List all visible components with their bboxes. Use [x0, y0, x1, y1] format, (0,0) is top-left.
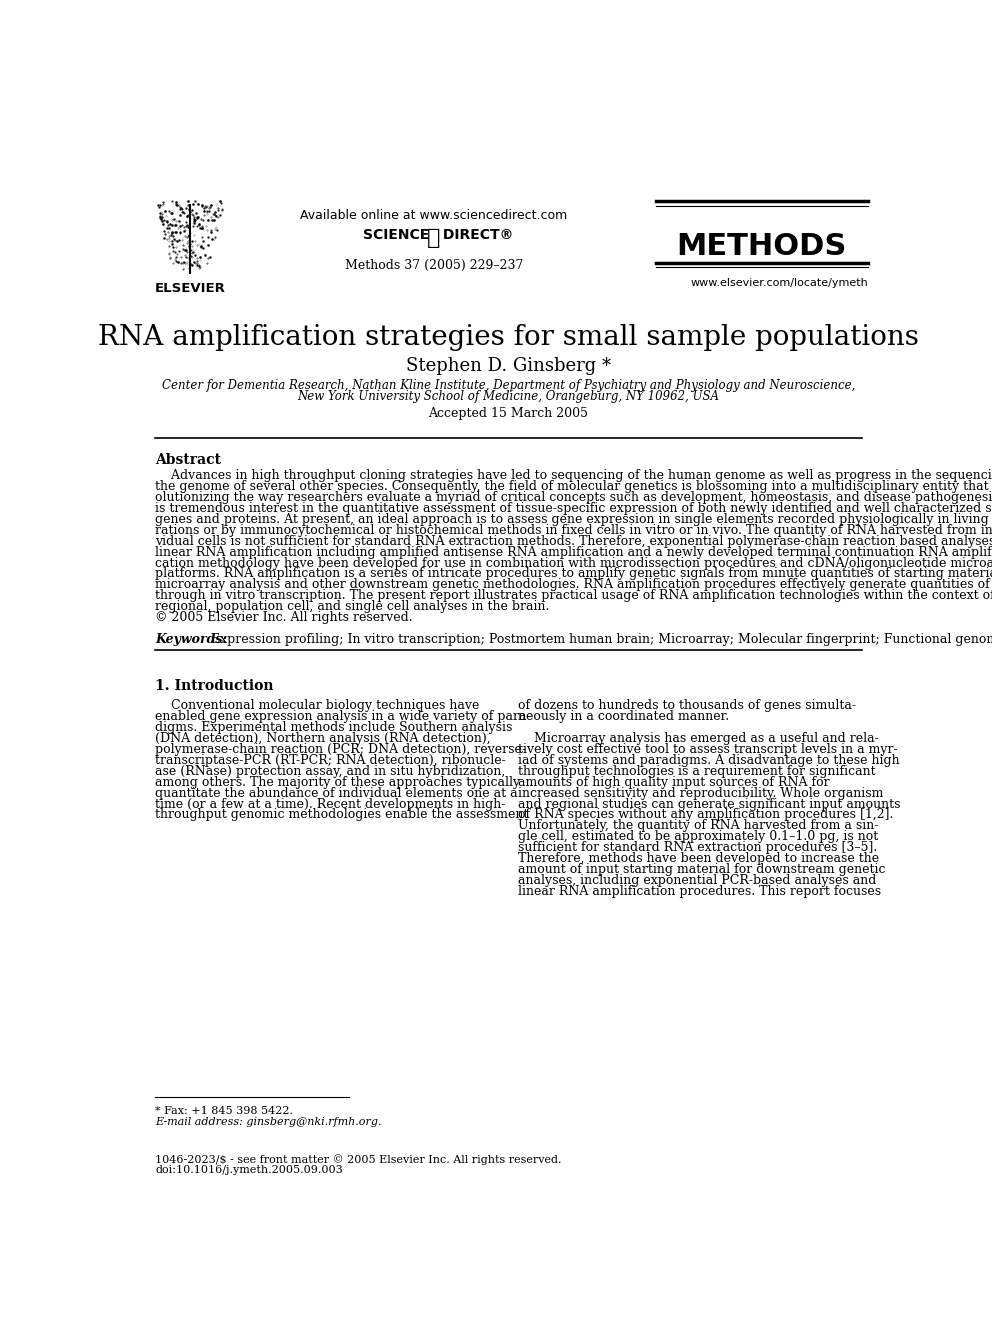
Text: rations or by immunocytochemical or histochemical methods in fixed cells in vitr: rations or by immunocytochemical or hist… — [155, 524, 992, 537]
Text: Microarray analysis has emerged as a useful and rela-: Microarray analysis has emerged as a use… — [518, 732, 879, 745]
Text: www.elsevier.com/locate/ymeth: www.elsevier.com/locate/ymeth — [690, 278, 868, 288]
Text: Accepted 15 March 2005: Accepted 15 March 2005 — [429, 406, 588, 419]
Text: time (or a few at a time). Recent developments in high-: time (or a few at a time). Recent develo… — [155, 798, 505, 811]
Text: gle cell, estimated to be approximately 0.1–1.0 pg, is not: gle cell, estimated to be approximately … — [518, 831, 878, 843]
Text: Keywords:: Keywords: — [155, 632, 227, 646]
Text: throughput genomic methodologies enable the assessment: throughput genomic methodologies enable … — [155, 808, 529, 822]
Text: neously in a coordinated manner.: neously in a coordinated manner. — [518, 710, 729, 724]
Text: the genome of several other species. Consequently, the field of molecular geneti: the genome of several other species. Con… — [155, 480, 992, 493]
Text: cation methodology have been developed for use in combination with microdissecti: cation methodology have been developed f… — [155, 557, 992, 569]
Text: * Fax: +1 845 398 5422.: * Fax: +1 845 398 5422. — [155, 1106, 293, 1115]
Text: of dozens to hundreds to thousands of genes simulta-: of dozens to hundreds to thousands of ge… — [518, 699, 856, 712]
Text: linear RNA amplification including amplified antisense RNA amplification and a n: linear RNA amplification including ampli… — [155, 545, 992, 558]
Text: linear RNA amplification procedures. This report focuses: linear RNA amplification procedures. Thi… — [518, 885, 881, 898]
Text: regional, population cell, and single cell analyses in the brain.: regional, population cell, and single ce… — [155, 601, 550, 614]
Text: SCIENCE: SCIENCE — [363, 228, 434, 242]
Text: amounts of high quality input sources of RNA for: amounts of high quality input sources of… — [518, 775, 829, 789]
Text: Stephen D. Ginsberg *: Stephen D. Ginsberg * — [406, 357, 611, 376]
Text: doi:10.1016/j.ymeth.2005.09.003: doi:10.1016/j.ymeth.2005.09.003 — [155, 1166, 343, 1175]
Text: among others. The majority of these approaches typically: among others. The majority of these appr… — [155, 775, 520, 789]
Text: iad of systems and paradigms. A disadvantage to these high: iad of systems and paradigms. A disadvan… — [518, 754, 900, 767]
Text: and regional studies can generate significant input amounts: and regional studies can generate signif… — [518, 798, 900, 811]
Text: digms. Experimental methods include Southern analysis: digms. Experimental methods include Sout… — [155, 721, 513, 734]
Text: genes and proteins. At present, an ideal approach is to assess gene expression i: genes and proteins. At present, an ideal… — [155, 513, 992, 525]
Text: Advances in high throughput cloning strategies have led to sequencing of the hum: Advances in high throughput cloning stra… — [155, 470, 992, 482]
Text: ase (RNase) protection assay, and in situ hybridization,: ase (RNase) protection assay, and in sit… — [155, 765, 505, 778]
Text: Unfortunately, the quantity of RNA harvested from a sin-: Unfortunately, the quantity of RNA harve… — [518, 819, 878, 832]
Text: through in vitro transcription. The present report illustrates practical usage o: through in vitro transcription. The pres… — [155, 589, 992, 602]
Text: ⓐ: ⓐ — [428, 228, 440, 247]
Text: is tremendous interest in the quantitative assessment of tissue-specific express: is tremendous interest in the quantitati… — [155, 501, 992, 515]
Text: of RNA species without any amplification procedures [1,2].: of RNA species without any amplification… — [518, 808, 893, 822]
Bar — [146, 189, 235, 273]
Text: Available online at www.sciencedirect.com: Available online at www.sciencedirect.co… — [301, 209, 567, 222]
Text: sufficient for standard RNA extraction procedures [3–5].: sufficient for standard RNA extraction p… — [518, 841, 877, 855]
Text: E-mail address: ginsberg@nki.rfmh.org.: E-mail address: ginsberg@nki.rfmh.org. — [155, 1117, 382, 1127]
Text: enabled gene expression analysis in a wide variety of para-: enabled gene expression analysis in a wi… — [155, 710, 531, 724]
Text: tively cost effective tool to assess transcript levels in a myr-: tively cost effective tool to assess tra… — [518, 744, 898, 755]
Text: amount of input starting material for downstream genetic: amount of input starting material for do… — [518, 863, 885, 876]
Text: microarray analysis and other downstream genetic methodologies. RNA amplificatio: microarray analysis and other downstream… — [155, 578, 992, 591]
Text: (DNA detection), Northern analysis (RNA detection),: (DNA detection), Northern analysis (RNA … — [155, 732, 491, 745]
Text: throughput technologies is a requirement for significant: throughput technologies is a requirement… — [518, 765, 875, 778]
Text: DIRECT®: DIRECT® — [437, 228, 513, 242]
Text: Abstract: Abstract — [155, 452, 221, 467]
Text: platforms. RNA amplification is a series of intricate procedures to amplify gene: platforms. RNA amplification is a series… — [155, 568, 992, 581]
Text: olutionizing the way researchers evaluate a myriad of critical concepts such as : olutionizing the way researchers evaluat… — [155, 491, 992, 504]
Text: transcriptase-PCR (RT-PCR; RNA detection), ribonucle-: transcriptase-PCR (RT-PCR; RNA detection… — [155, 754, 506, 767]
Text: analyses, including exponential PCR-based analyses and: analyses, including exponential PCR-base… — [518, 875, 876, 888]
Text: Therefore, methods have been developed to increase the: Therefore, methods have been developed t… — [518, 852, 879, 865]
Text: 1046-2023/$ - see front matter © 2005 Elsevier Inc. All rights reserved.: 1046-2023/$ - see front matter © 2005 El… — [155, 1155, 561, 1166]
Text: METHODS: METHODS — [676, 232, 846, 261]
Text: RNA amplification strategies for small sample populations: RNA amplification strategies for small s… — [98, 324, 919, 352]
Text: increased sensitivity and reproducibility. Whole organism: increased sensitivity and reproducibilit… — [518, 787, 883, 799]
Text: © 2005 Elsevier Inc. All rights reserved.: © 2005 Elsevier Inc. All rights reserved… — [155, 611, 413, 624]
Text: polymerase-chain reaction (PCR; DNA detection), reverse-: polymerase-chain reaction (PCR; DNA dete… — [155, 744, 526, 755]
Text: Expression profiling; In vitro transcription; Postmortem human brain; Microarray: Expression profiling; In vitro transcrip… — [210, 632, 992, 646]
Text: Center for Dementia Research, Nathan Kline Institute, Department of Psychiatry a: Center for Dementia Research, Nathan Kli… — [162, 378, 855, 392]
Text: quantitate the abundance of individual elements one at a: quantitate the abundance of individual e… — [155, 787, 518, 799]
Text: Methods 37 (2005) 229–237: Methods 37 (2005) 229–237 — [345, 259, 523, 271]
Text: 1. Introduction: 1. Introduction — [155, 679, 274, 693]
Text: ELSEVIER: ELSEVIER — [155, 282, 225, 295]
Text: New York University School of Medicine, Orangeburg, NY 10962, USA: New York University School of Medicine, … — [298, 390, 719, 402]
Text: vidual cells is not sufficient for standard RNA extraction methods. Therefore, e: vidual cells is not sufficient for stand… — [155, 534, 992, 548]
Text: Conventional molecular biology techniques have: Conventional molecular biology technique… — [155, 699, 479, 712]
